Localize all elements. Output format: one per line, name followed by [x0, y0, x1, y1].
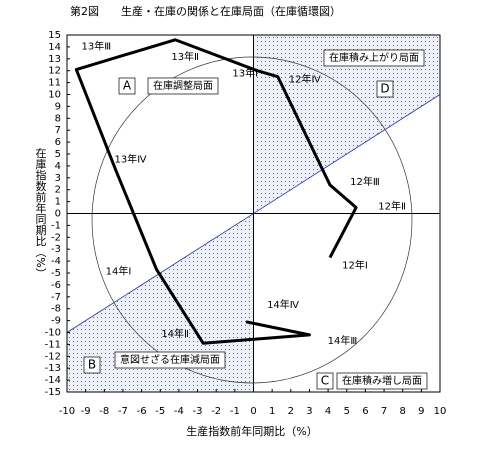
x-tick-label: 6 — [362, 406, 368, 417]
x-tick-label: 5 — [344, 406, 350, 417]
point-label: 13年Ⅱ — [171, 50, 199, 63]
x-tick-label: 10 — [434, 406, 447, 417]
x-axis-label: 生産指数前年同期比（%） — [186, 424, 317, 438]
x-tick-label: -9 — [81, 406, 91, 417]
y-tick-label: 7 — [55, 125, 61, 136]
y-tick-label: -11 — [45, 339, 61, 350]
phase-letter: A — [123, 79, 132, 93]
x-tick-label: -10 — [59, 406, 75, 417]
phase-text-box — [147, 77, 219, 95]
phase-text: 意図せざる在庫減局面 — [120, 353, 220, 366]
y-tick-label: 15 — [48, 30, 61, 41]
phase-letter-box — [376, 80, 394, 98]
x-tick-label: -3 — [193, 406, 203, 417]
y-tick-label: -12 — [45, 351, 61, 362]
y-tick-label: 13 — [48, 54, 61, 65]
y-tick-label: -10 — [45, 328, 61, 339]
point-label: 12年Ⅱ — [378, 200, 406, 213]
x-tick-label: -6 — [137, 406, 147, 417]
y-tick-label: 2 — [55, 185, 61, 196]
phase-letter-box — [83, 356, 101, 374]
phase-letter-box — [316, 372, 334, 390]
y-tick-label: -14 — [45, 375, 61, 386]
diagonal — [66, 94, 441, 333]
shaded-region — [67, 213, 254, 392]
x-tick-label: -1 — [230, 406, 240, 417]
y-tick-label: -15 — [45, 387, 61, 398]
y-tick-label: 4 — [55, 161, 61, 172]
point-label: 13年Ⅲ — [82, 40, 112, 53]
y-tick-label: 9 — [55, 101, 61, 112]
x-tick-label: 0 — [250, 406, 256, 417]
data-line — [74, 38, 358, 345]
y-tick-label: 6 — [55, 137, 61, 148]
x-tick-label: -2 — [211, 406, 221, 417]
x-tick-label: 7 — [381, 406, 387, 417]
x-tick-label: -7 — [118, 406, 128, 417]
chart-title: 第2図 生産・在庫の関係と在庫局面（在庫循環図） — [70, 4, 341, 18]
y-tick-label: 11 — [48, 78, 61, 89]
phase-letter: D — [380, 82, 389, 96]
x-tick-label: 2 — [288, 406, 294, 417]
y-tick-label: -8 — [51, 304, 61, 315]
y-tick-label: -13 — [45, 363, 61, 374]
phase-letter-box — [118, 77, 136, 95]
y-tick-label: -2 — [51, 232, 61, 243]
y-tick-label: -6 — [51, 280, 61, 291]
x-tick-label: -5 — [155, 406, 165, 417]
phase-text: 在庫積み増し局面 — [342, 374, 422, 387]
phase-text-box — [114, 351, 226, 369]
phase-text: 在庫調整局面 — [153, 79, 213, 92]
x-tick-label: 4 — [325, 406, 331, 417]
y-tick-label: -7 — [51, 292, 61, 303]
point-label: 12年Ⅰ — [342, 259, 368, 272]
phase-text-box — [336, 372, 428, 390]
y-tick-label: -1 — [51, 220, 61, 231]
point-label: 14年Ⅱ — [161, 327, 189, 340]
point-label: 14年Ⅲ — [328, 334, 358, 347]
y-tick-label: 5 — [55, 149, 61, 160]
point-label: 14年Ⅰ — [106, 264, 132, 277]
y-tick-label: 1 — [55, 197, 61, 208]
point-label: 12年Ⅳ — [289, 73, 322, 86]
x-tick-label: -4 — [174, 406, 184, 417]
y-tick-label: 14 — [48, 42, 61, 53]
y-tick-label: -3 — [51, 244, 61, 255]
cycle-circle — [91, 56, 413, 384]
point-label: 12年Ⅲ — [350, 175, 380, 188]
y-tick-label: -4 — [51, 256, 61, 267]
phase-text-box — [323, 49, 425, 67]
x-tick-label: 9 — [418, 406, 424, 417]
point-label: 14年Ⅳ — [267, 298, 300, 311]
y-tick-label: 12 — [48, 66, 61, 77]
x-tick-label: -8 — [99, 406, 109, 417]
y-axis-label: 在庫指数前年同期比（%） — [34, 147, 47, 279]
phase-letter: B — [88, 358, 96, 372]
point-label: 13年Ⅰ — [232, 67, 258, 80]
phase-letter: C — [321, 374, 329, 388]
phase-text: 在庫積み上がり局面 — [329, 51, 419, 64]
x-tick-label: 8 — [400, 406, 406, 417]
y-tick-label: 0 — [55, 209, 61, 220]
y-tick-label: -5 — [51, 268, 61, 279]
y-tick-label: -9 — [51, 316, 61, 327]
x-tick-label: 1 — [269, 406, 275, 417]
point-label: 13年Ⅳ — [115, 152, 148, 165]
y-tick-label: 8 — [55, 113, 61, 124]
y-tick-label: 10 — [48, 90, 61, 101]
shaded-region — [253, 35, 440, 214]
x-tick-label: 3 — [306, 406, 312, 417]
y-tick-label: 3 — [55, 173, 61, 184]
